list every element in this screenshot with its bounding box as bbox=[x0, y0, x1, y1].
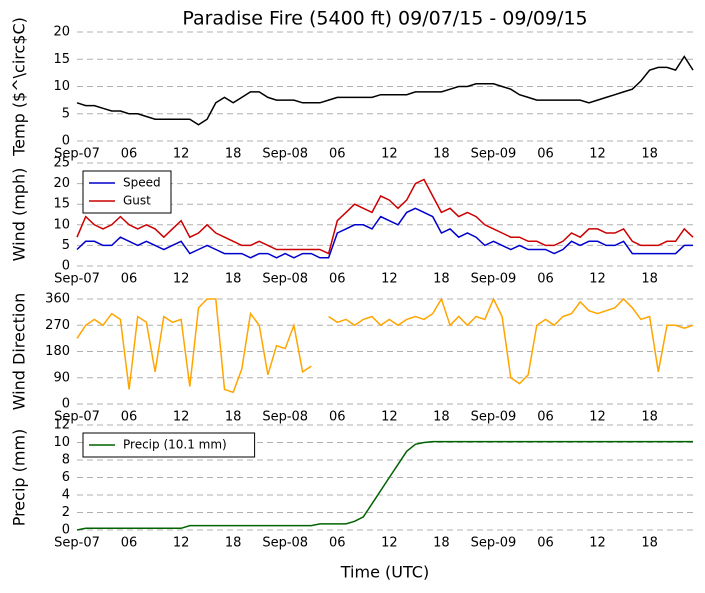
y-tick-label: 15 bbox=[53, 52, 70, 67]
x-tick-label: 06 bbox=[329, 536, 346, 551]
x-tick-label: Sep-08 bbox=[262, 272, 308, 287]
x-tick-label: 18 bbox=[433, 272, 450, 287]
y-tick-label: 12 bbox=[53, 418, 70, 433]
x-tick-label: 06 bbox=[537, 147, 554, 162]
x-tick-label: Sep-07 bbox=[54, 147, 100, 162]
y-tick-label: 0 bbox=[62, 397, 70, 412]
x-tick-label: 06 bbox=[121, 272, 138, 287]
x-tick-label: 06 bbox=[121, 410, 138, 425]
y-axis-label: Temp ($^\circ$C) bbox=[10, 17, 29, 157]
x-tick-label: 18 bbox=[225, 536, 242, 551]
y-axis-label: Precip (mm) bbox=[10, 429, 29, 527]
x-tick-label: 12 bbox=[173, 410, 190, 425]
y-tick-label: 10 bbox=[53, 435, 70, 450]
y-tick-label: 20 bbox=[53, 25, 70, 40]
legend-box bbox=[82, 170, 172, 214]
y-tick-label: 2 bbox=[62, 505, 70, 520]
x-tick-label: Sep-08 bbox=[262, 147, 308, 162]
x-tick-label: 06 bbox=[329, 410, 346, 425]
data-line bbox=[76, 440, 693, 531]
y-tick-label: 4 bbox=[62, 488, 70, 503]
x-tick-label: Sep-07 bbox=[54, 272, 100, 287]
x-tick-label: 18 bbox=[433, 410, 450, 425]
x-tick-label: Sep-07 bbox=[54, 410, 100, 425]
y-tick-label: 6 bbox=[62, 470, 70, 485]
x-tick-label: 12 bbox=[381, 536, 398, 551]
y-tick-label: 360 bbox=[45, 292, 70, 307]
x-tick-label: 12 bbox=[173, 147, 190, 162]
x-tick-label: 12 bbox=[173, 272, 190, 287]
x-tick-label: 12 bbox=[589, 536, 606, 551]
x-tick-label: 06 bbox=[121, 147, 138, 162]
x-tick-label: 12 bbox=[381, 272, 398, 287]
y-axis-label: Wind (mph) bbox=[10, 168, 29, 262]
y-axis-label: Wind Direction bbox=[10, 293, 29, 411]
data-line bbox=[76, 178, 694, 255]
y-tick-label: 25 bbox=[53, 156, 70, 171]
data-line bbox=[76, 55, 694, 126]
x-tick-label: 06 bbox=[329, 147, 346, 162]
y-tick-label: 0 bbox=[62, 134, 70, 149]
x-tick-label: 06 bbox=[329, 272, 346, 287]
x-tick-label: 12 bbox=[173, 536, 190, 551]
y-tick-label: 5 bbox=[62, 238, 70, 253]
y-tick-label: 15 bbox=[53, 197, 70, 212]
x-tick-label: 18 bbox=[433, 147, 450, 162]
x-tick-label: Sep-09 bbox=[471, 147, 517, 162]
x-tick-label: 06 bbox=[537, 272, 554, 287]
x-tick-label: Sep-07 bbox=[54, 536, 100, 551]
x-tick-label: Sep-09 bbox=[471, 536, 517, 551]
y-tick-label: 10 bbox=[53, 79, 70, 94]
x-tick-label: 18 bbox=[225, 410, 242, 425]
y-tick-label: 5 bbox=[62, 106, 70, 121]
x-tick-label: Sep-08 bbox=[262, 410, 308, 425]
x-tick-label: 18 bbox=[225, 147, 242, 162]
legend-label: Gust bbox=[123, 194, 151, 208]
y-tick-label: 0 bbox=[62, 523, 70, 538]
legend-label: Precip (10.1 mm) bbox=[123, 438, 227, 452]
data-line bbox=[76, 297, 694, 394]
x-tick-label: 18 bbox=[641, 272, 658, 287]
y-tick-label: 8 bbox=[62, 453, 70, 468]
x-tick-label: 18 bbox=[433, 536, 450, 551]
x-tick-label: 12 bbox=[589, 410, 606, 425]
x-tick-label: 18 bbox=[225, 272, 242, 287]
x-tick-label: 12 bbox=[381, 147, 398, 162]
x-tick-label: 12 bbox=[589, 272, 606, 287]
chart-title: Paradise Fire (5400 ft) 09/07/15 - 09/09… bbox=[182, 8, 587, 30]
y-tick-label: 20 bbox=[53, 176, 70, 191]
x-tick-label: Sep-08 bbox=[262, 536, 308, 551]
x-tick-label: 12 bbox=[589, 147, 606, 162]
x-tick-label: 18 bbox=[641, 536, 658, 551]
legend-label: Speed bbox=[123, 176, 161, 190]
x-tick-label: 12 bbox=[381, 410, 398, 425]
y-tick-label: 90 bbox=[53, 370, 70, 385]
y-tick-label: 180 bbox=[45, 344, 70, 359]
x-tick-label: 18 bbox=[641, 147, 658, 162]
x-axis-label: Time (UTC) bbox=[340, 563, 429, 582]
x-tick-label: Sep-09 bbox=[471, 410, 517, 425]
x-tick-label: Sep-09 bbox=[471, 272, 517, 287]
data-line bbox=[76, 207, 693, 259]
y-tick-label: 270 bbox=[45, 318, 70, 333]
y-tick-label: 10 bbox=[53, 217, 70, 232]
x-tick-label: 06 bbox=[121, 536, 138, 551]
x-tick-label: 18 bbox=[641, 410, 658, 425]
y-tick-label: 0 bbox=[62, 259, 70, 274]
x-tick-label: 06 bbox=[537, 410, 554, 425]
x-tick-label: 06 bbox=[537, 536, 554, 551]
